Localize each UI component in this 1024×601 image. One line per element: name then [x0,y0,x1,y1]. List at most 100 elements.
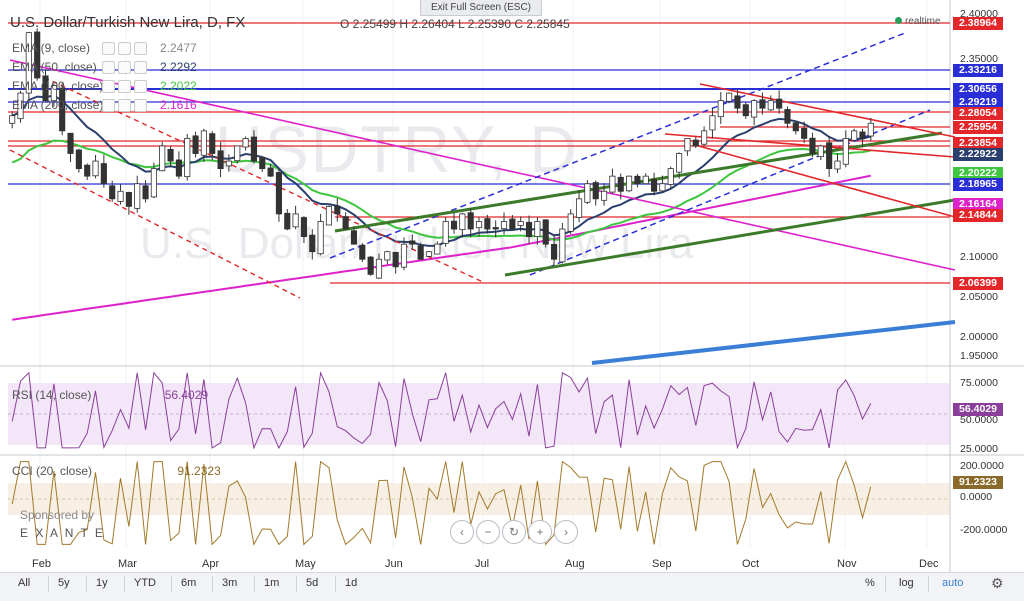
candle-body[interactable] [175,159,182,177]
candle-body[interactable] [659,183,666,192]
candle-body[interactable] [275,172,283,215]
candle-body[interactable] [859,131,866,139]
candle-body[interactable] [250,136,257,162]
candle-body[interactable] [292,213,299,228]
candle-body[interactable] [467,212,474,230]
candle-body[interactable] [217,150,224,170]
timeframe-button[interactable]: 3m [222,577,238,589]
candle-body[interactable] [626,175,633,192]
candle-body[interactable] [550,243,558,260]
candle-body[interactable] [334,205,341,215]
candle-body[interactable] [826,142,833,170]
gear-icon[interactable] [118,60,131,74]
red-channel-lower[interactable] [694,144,956,218]
candle-body[interactable] [42,75,49,102]
candle-body[interactable] [709,115,716,131]
candle-body[interactable] [500,221,508,230]
candle-body[interactable] [100,163,107,185]
candle-body[interactable] [542,219,549,245]
candle-body[interactable] [192,135,199,154]
close-icon[interactable] [134,60,147,74]
candle-body[interactable] [867,122,874,137]
exit-fullscreen-button[interactable]: Exit Full Screen (ESC) [420,0,542,16]
candle-body[interactable] [67,132,74,154]
scroll-left-button[interactable]: ‹ [450,520,474,544]
candle-body[interactable] [184,138,191,178]
close-icon[interactable] [134,41,147,55]
timeframe-button[interactable]: All [18,577,31,589]
candle-body[interactable] [584,183,591,203]
candle-body[interactable] [75,149,82,170]
timeframe-button[interactable]: 5d [306,577,319,589]
candle-body[interactable] [442,221,449,244]
zoom-out-button[interactable]: − [476,520,500,544]
candlestick-series[interactable] [9,28,874,279]
candle-body[interactable] [375,258,383,279]
candle-body[interactable] [617,176,624,192]
candle-body[interactable] [575,198,583,218]
candle-body[interactable] [609,175,616,193]
eye-icon[interactable] [102,79,115,93]
gear-icon[interactable] [118,98,131,112]
candle-body[interactable] [559,228,566,263]
eye-icon[interactable] [102,98,115,112]
gear-icon[interactable]: ⚙ [991,575,1004,591]
candle-body[interactable] [109,185,116,200]
percent-toggle[interactable]: % [865,577,875,589]
candle-body[interactable] [842,138,849,165]
gear-icon[interactable] [118,41,131,55]
candle-body[interactable] [409,240,416,245]
sponsor-logo[interactable]: E X A N T E [20,526,105,540]
price-level-tag[interactable]: 2.25954 [953,121,1003,134]
candle-body[interactable] [434,243,441,255]
price-level-tag[interactable]: 2.16164 [953,198,1003,211]
candle-body[interactable] [17,92,24,120]
candle-body[interactable] [117,190,124,202]
eye-icon[interactable] [102,41,115,55]
candle-body[interactable] [50,85,57,102]
timeframe-button[interactable]: 5y [58,577,70,589]
candle-body[interactable] [692,139,699,147]
candle-body[interactable] [400,243,408,268]
candle-body[interactable] [525,221,533,237]
candle-body[interactable] [34,31,41,79]
candle-body[interactable] [834,160,841,170]
candle-body[interactable] [259,157,266,170]
price-level-tag[interactable]: 2.20222 [953,167,1003,180]
candle-body[interactable] [159,145,166,172]
candle-body[interactable] [726,92,733,102]
candle-body[interactable] [125,192,132,207]
candle-body[interactable] [534,221,541,237]
indicator-legend-row[interactable]: EMA (9, close) 2.2477 [12,41,197,55]
price-level-tag[interactable]: 2.33216 [953,64,1003,77]
gear-icon[interactable] [118,79,131,93]
candle-body[interactable] [801,127,808,139]
candle-body[interactable] [309,234,316,253]
price-level-tag[interactable]: 2.06399 [953,277,1003,290]
candle-body[interactable] [517,221,524,226]
candle-body[interactable] [751,100,758,118]
candle-body[interactable] [600,190,608,201]
candle-body[interactable] [59,87,66,132]
timeframe-button[interactable]: YTD [134,577,156,589]
candle-body[interactable] [642,175,649,185]
candle-body[interactable] [167,148,174,162]
candle-body[interactable] [317,221,324,255]
price-level-tag[interactable]: 2.28054 [953,107,1003,120]
candle-body[interactable] [350,230,358,245]
candle-body[interactable] [792,122,799,132]
candle-body[interactable] [851,130,858,141]
price-level-tag[interactable]: 2.18965 [953,178,1003,191]
candle-body[interactable] [92,160,99,177]
scroll-right-button[interactable]: › [554,520,578,544]
candle-body[interactable] [817,145,824,158]
candle-body[interactable] [684,138,691,152]
candle-body[interactable] [367,256,374,275]
candle-body[interactable] [717,100,724,118]
log-toggle[interactable]: log [899,577,914,589]
red-dashed-channel-lower[interactable] [9,149,301,299]
candle-body[interactable] [134,183,141,209]
price-level-tag[interactable]: 2.22922 [953,148,1003,161]
candle-body[interactable] [359,244,366,260]
